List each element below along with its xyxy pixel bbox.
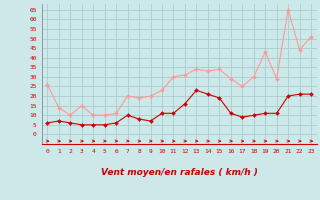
X-axis label: Vent moyen/en rafales ( km/h ): Vent moyen/en rafales ( km/h )	[101, 168, 258, 177]
